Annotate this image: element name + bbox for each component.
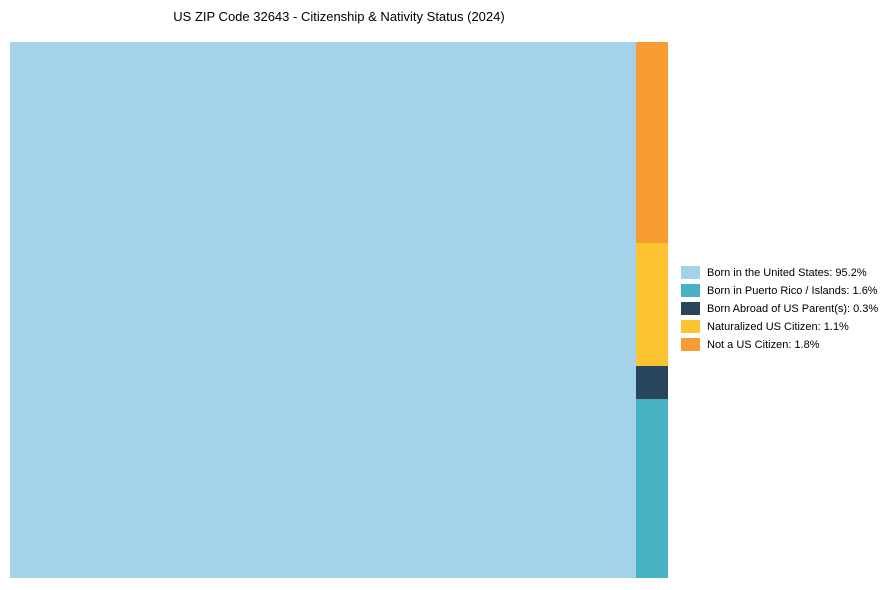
treemap-column xyxy=(636,42,668,578)
chart-title: US ZIP Code 32643 - Citizenship & Nativi… xyxy=(173,9,505,24)
legend-label: Born Abroad of US Parent(s): 0.3% xyxy=(707,302,879,315)
legend-item: Born Abroad of US Parent(s): 0.3% xyxy=(681,302,878,315)
treemap xyxy=(10,42,668,578)
treemap-block-born-in-puerto-rico-islands xyxy=(636,399,668,578)
legend: Born in the United States: 95.2% Born in … xyxy=(681,266,878,351)
legend-item: Born in Puerto Rico / Islands: 1.6% xyxy=(681,284,878,297)
legend-label: Naturalized US Citizen: 1.1% xyxy=(707,320,849,333)
treemap-block-born-in-the-united-states xyxy=(10,42,637,578)
treemap-block-not-a-us-citizen xyxy=(636,42,668,243)
legend-item: Not a US Citizen: 1.8% xyxy=(681,338,878,351)
legend-item: Born in the United States: 95.2% xyxy=(681,266,878,279)
legend-label: Not a US Citizen: 1.8% xyxy=(707,338,820,351)
legend-swatch xyxy=(681,320,700,333)
legend-swatch xyxy=(681,266,700,279)
treemap-block-born-abroad-of-us-parent-s xyxy=(636,365,668,400)
legend-swatch xyxy=(681,302,700,315)
treemap-block-naturalized-us-citizen xyxy=(636,243,668,366)
legend-item: Naturalized US Citizen: 1.1% xyxy=(681,320,878,333)
legend-label: Born in the United States: 95.2% xyxy=(707,266,867,279)
legend-swatch xyxy=(681,338,700,351)
legend-label: Born in Puerto Rico / Islands: 1.6% xyxy=(707,284,878,297)
legend-swatch xyxy=(681,284,700,297)
